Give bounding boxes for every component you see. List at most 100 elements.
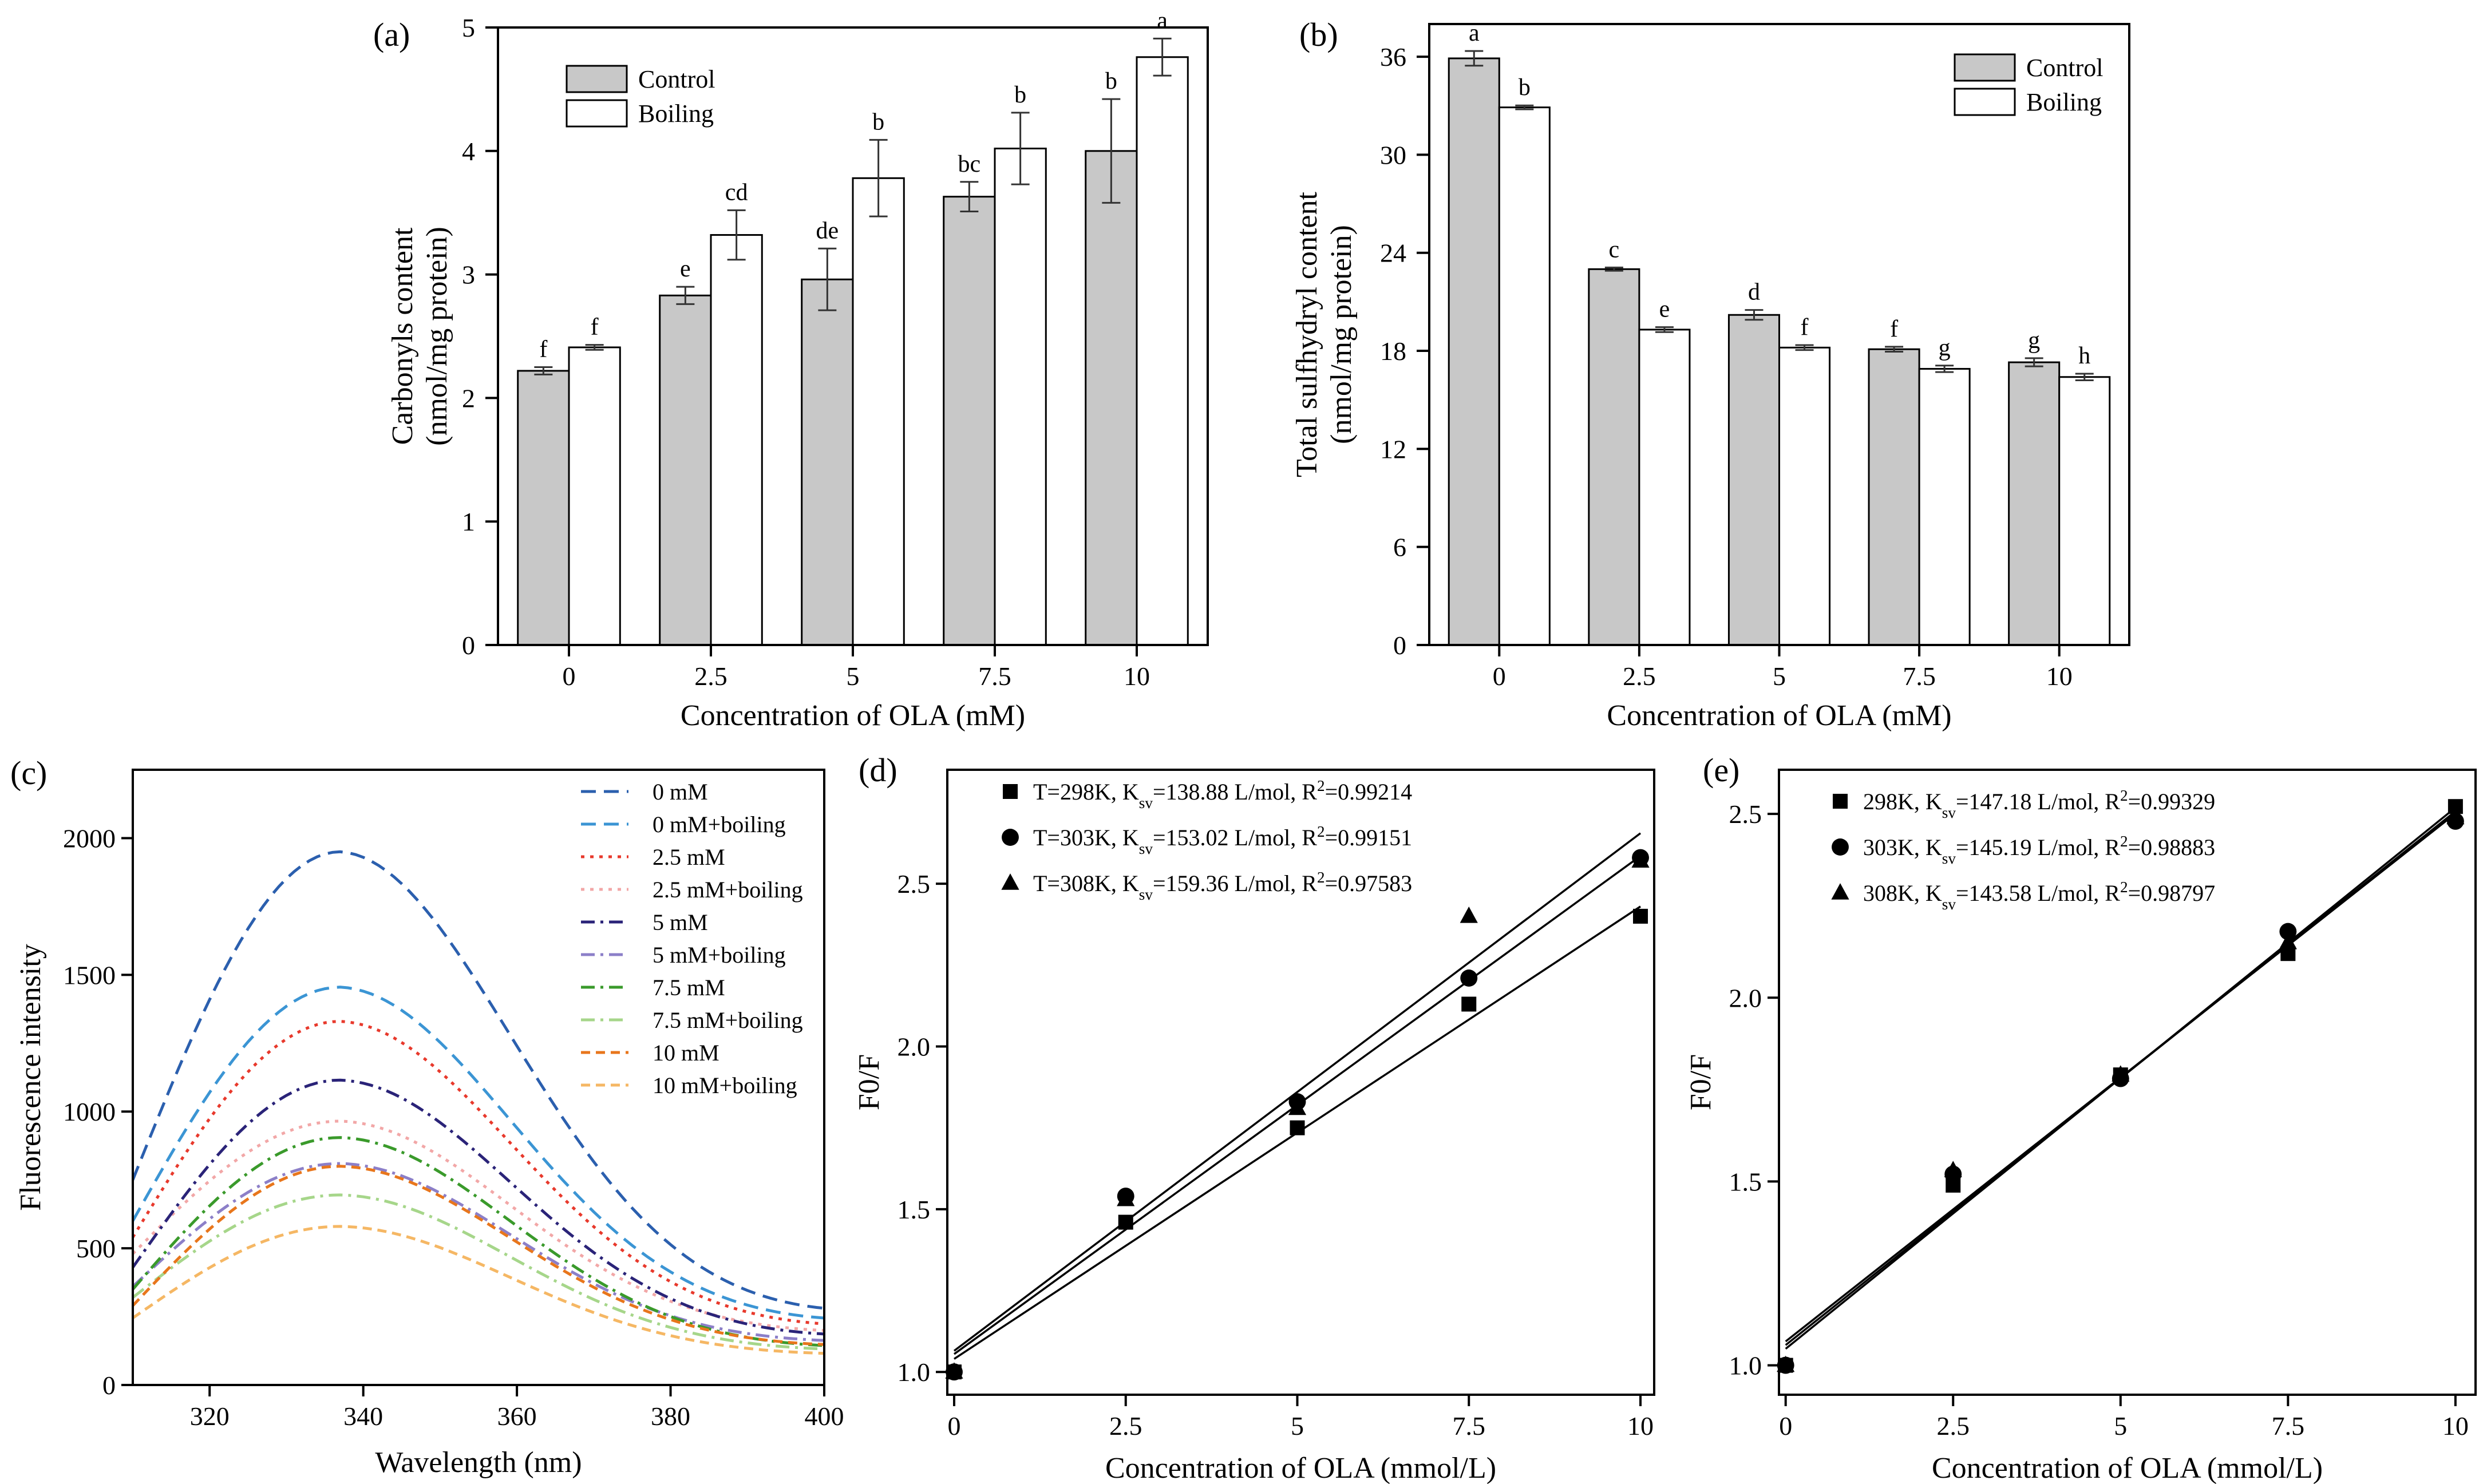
x-tick-label: 7.5 bbox=[1453, 1411, 1486, 1441]
legend-label: 0 mM+boiling bbox=[653, 812, 786, 837]
significance-letter: b bbox=[1014, 82, 1026, 108]
x-tick-label: 10 bbox=[2046, 662, 2073, 691]
significance-letter: g bbox=[2028, 327, 2040, 354]
data-point-triangle bbox=[1777, 1355, 1795, 1372]
y-tick-label: 1.0 bbox=[897, 1358, 931, 1387]
y-tick-label: 1000 bbox=[63, 1097, 116, 1126]
significance-letter: f bbox=[539, 336, 547, 362]
axes-frame bbox=[1778, 769, 2477, 1396]
bar-control-3 bbox=[1868, 348, 1920, 646]
legend-label: T=308K, Ksv=159.36 L/mol, R2=0.97583 bbox=[1033, 869, 1412, 903]
significance-letter: h bbox=[2078, 343, 2090, 369]
series-line-1 bbox=[133, 986, 824, 1320]
x-axis-label: Concentration of OLA (mM) bbox=[681, 699, 1025, 732]
legend-marker-circle bbox=[1002, 829, 1019, 846]
legend-label: T=303K, Ksv=153.02 L/mol, R2=0.99151 bbox=[1033, 823, 1412, 857]
fit-line-2 bbox=[953, 832, 1642, 1352]
legend-label: 5 mM+boiling bbox=[653, 942, 786, 968]
bar-boiling-2 bbox=[1778, 346, 1831, 646]
y-axis-label-units: (nmol/mg protein) bbox=[421, 227, 453, 446]
panel-label: (b) bbox=[1299, 16, 1338, 53]
legend-swatch-boiling bbox=[1954, 88, 2016, 116]
x-axis-label: Concentration of OLA (mmol/L) bbox=[1932, 1452, 2323, 1484]
legend-label: Boiling bbox=[2026, 88, 2102, 116]
x-axis-label: Concentration of OLA (mM) bbox=[1607, 699, 1951, 732]
y-tick-label: 500 bbox=[76, 1234, 116, 1263]
y-axis-label: Carbonyls content bbox=[386, 227, 419, 445]
y-tick-label: 30 bbox=[1380, 140, 1406, 169]
chart-0: f e de bc b f cd b b a 0 1 2 3 4 5 0 2.5 5 7.5 10 Concentrati… bbox=[373, 7, 1189, 732]
significance-letter: f bbox=[1801, 314, 1809, 341]
y-tick-label: 2.5 bbox=[897, 869, 931, 899]
series-line-2 bbox=[133, 1020, 824, 1325]
legend-label: 298K, Ksv=147.18 L/mol, R2=0.99329 bbox=[1863, 787, 2215, 821]
y-tick-label: 1.0 bbox=[1729, 1351, 1762, 1380]
x-tick-label: 0 bbox=[1779, 1411, 1792, 1441]
significance-letter: a bbox=[1157, 7, 1168, 34]
bar-boiling-0 bbox=[568, 346, 621, 646]
y-tick-label: 2.0 bbox=[1729, 983, 1762, 1012]
panel-label: (c) bbox=[10, 754, 47, 792]
data-point-triangle bbox=[2446, 808, 2465, 825]
bar-boiling-1 bbox=[1638, 329, 1691, 646]
axes-frame bbox=[1428, 23, 2130, 646]
significance-letter: de bbox=[816, 217, 839, 244]
data-point-triangle bbox=[2112, 1065, 2130, 1082]
chart-1: a c d f g b e f g h 0 6 12 18 24 30 36 0 2.5 5 7.5 10 Concentr… bbox=[1291, 16, 2111, 732]
panel-label: (d) bbox=[859, 751, 897, 789]
legend-label: 0 mM bbox=[653, 779, 708, 805]
x-tick-label: 10 bbox=[1124, 662, 1150, 691]
legend-label: Control bbox=[638, 65, 715, 93]
bar-control-4 bbox=[1085, 150, 1138, 646]
legend-label: Boiling bbox=[638, 100, 714, 128]
significance-letter: b bbox=[872, 109, 884, 135]
significance-letter: f bbox=[591, 314, 599, 341]
y-axis-label: F0/F bbox=[853, 1054, 885, 1110]
bar-control-2 bbox=[801, 278, 854, 646]
legend-marker-circle bbox=[1832, 838, 1849, 856]
y-axis-label: F0/F bbox=[1685, 1054, 1717, 1110]
legend-label: 7.5 mM+boiling bbox=[653, 1007, 803, 1033]
legend-marker-square bbox=[1833, 794, 1848, 809]
legend-label: 7.5 mM bbox=[653, 975, 725, 1000]
panel-label: (a) bbox=[373, 16, 410, 53]
x-tick-label: 2.5 bbox=[1109, 1411, 1142, 1441]
y-tick-label: 2000 bbox=[63, 824, 116, 853]
x-tick-label: 10 bbox=[1627, 1411, 1654, 1441]
legend-label: 303K, Ksv=145.19 L/mol, R2=0.98883 bbox=[1863, 833, 2215, 867]
chart-4: 298K, Ksv=147.18 L/mol, R2=0.99329 303K, … bbox=[1685, 751, 2469, 1484]
bar-control-0 bbox=[517, 370, 570, 646]
legend-label: 308K, Ksv=143.58 L/mol, R2=0.98797 bbox=[1863, 878, 2215, 913]
series-line-4 bbox=[133, 1078, 824, 1336]
x-tick-label: 5 bbox=[1773, 662, 1786, 691]
significance-letter: e bbox=[680, 256, 691, 282]
x-tick-label: 360 bbox=[497, 1402, 537, 1431]
legend-swatch-control bbox=[566, 65, 628, 93]
x-tick-label: 2.5 bbox=[694, 662, 727, 691]
x-tick-label: 7.5 bbox=[1903, 662, 1936, 691]
y-axis-label: Fluorescence intensity bbox=[14, 944, 47, 1210]
series-line-3 bbox=[133, 1119, 824, 1332]
x-axis-label: Wavelength (nm) bbox=[375, 1446, 582, 1479]
legend-label: 10 mM bbox=[653, 1040, 719, 1066]
chart-2: 0 mM 0 mM+boiling 2.5 mM 2.5 mM+boiling 5 mM… bbox=[10, 754, 844, 1479]
legend-label: 2.5 mM bbox=[653, 844, 725, 870]
y-tick-label: 3 bbox=[462, 260, 475, 290]
x-tick-label: 7.5 bbox=[2272, 1411, 2305, 1441]
bar-boiling-0 bbox=[1498, 106, 1551, 646]
y-tick-label: 1 bbox=[462, 507, 475, 536]
significance-letter: f bbox=[1890, 316, 1898, 342]
significance-letter: e bbox=[1659, 296, 1670, 323]
y-axis-label-units: (nmol/mg protein) bbox=[1325, 225, 1358, 444]
significance-letter: cd bbox=[725, 179, 748, 205]
legend-label: 5 mM bbox=[653, 909, 708, 935]
y-tick-label: 0 bbox=[1393, 631, 1406, 660]
legend-swatch-control bbox=[1954, 53, 2016, 82]
y-tick-label: 18 bbox=[1380, 337, 1406, 366]
data-point-triangle bbox=[1288, 1098, 1307, 1115]
y-tick-label: 0 bbox=[462, 631, 475, 660]
bar-boiling-2 bbox=[852, 177, 905, 646]
y-tick-label: 2.5 bbox=[1729, 800, 1762, 829]
y-tick-label: 1.5 bbox=[1729, 1167, 1762, 1196]
series-line-9 bbox=[133, 1225, 824, 1355]
